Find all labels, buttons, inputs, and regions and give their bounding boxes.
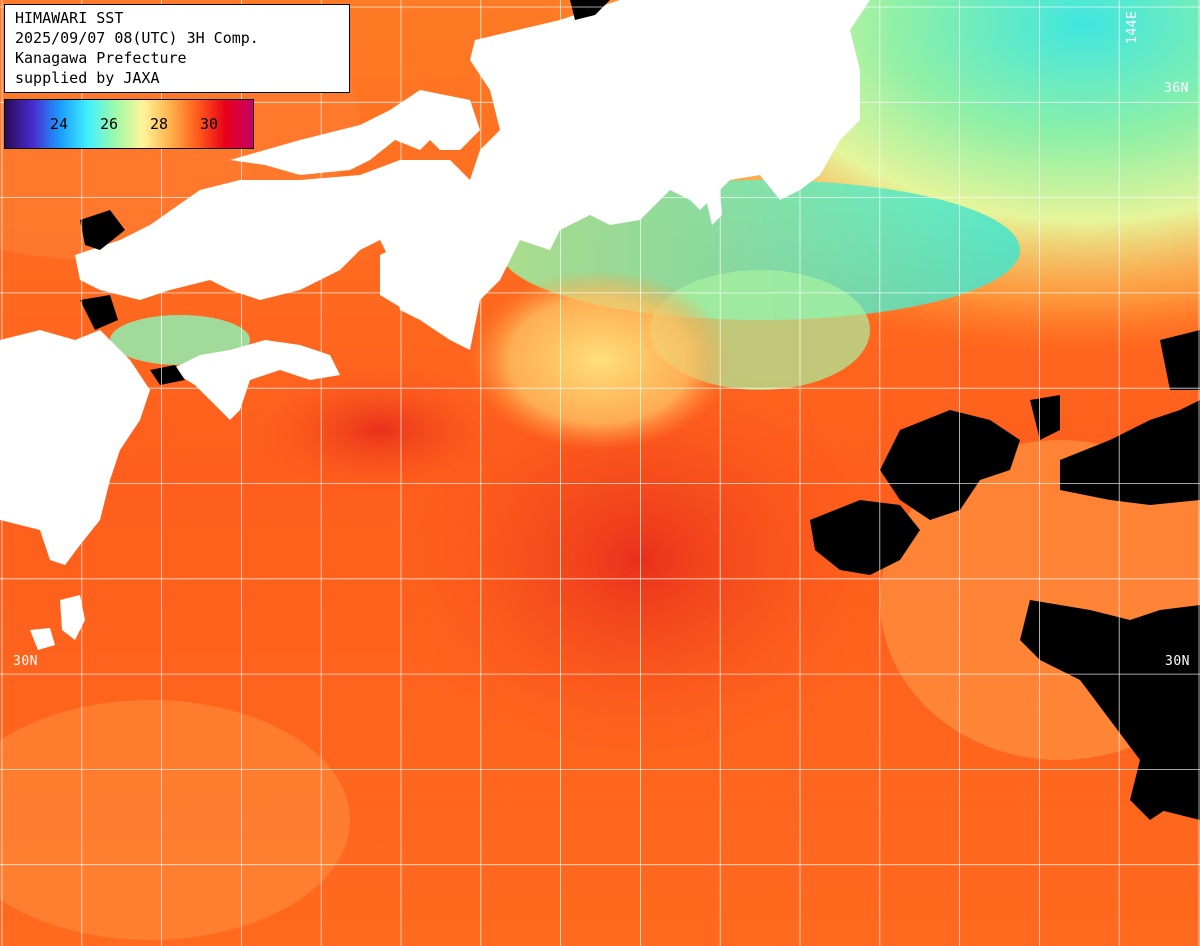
land-island-tanegashima (60, 595, 85, 640)
cloud-patch-9 (80, 295, 118, 330)
land-island-yakushima (30, 628, 55, 650)
cloud-patch-5 (1160, 330, 1200, 390)
colorbar-tick-26: 26 (99, 115, 119, 133)
cloud-patch-3 (1030, 395, 1060, 440)
cloud-patch-10 (150, 365, 185, 385)
lat-label-30n-right: 30N (1165, 654, 1190, 669)
land-izu (705, 190, 722, 225)
yellow-plume (470, 270, 730, 450)
colorbar-tick-28: 28 (149, 115, 169, 133)
lat-label-30n-left: 30N (13, 654, 38, 669)
title-line-2: 2025/09/07 08(UTC) 3H Comp. (15, 29, 259, 47)
cloud-patch-4 (1060, 400, 1200, 505)
cloud-patch-1 (880, 410, 1020, 520)
cloud-patch-11 (570, 0, 610, 20)
land-honshu (75, 0, 870, 350)
land-kyushu (0, 330, 150, 565)
title-line-4: supplied by JAXA (15, 69, 160, 87)
cloud-mask (80, 0, 1200, 820)
title-box: HIMAWARI SST 2025/09/07 08(UTC) 3H Comp.… (4, 4, 350, 93)
colorbar-tick-24: 24 (49, 115, 69, 133)
cloud-patch-8 (80, 210, 125, 250)
temperature-colorbar: 24 26 28 30 (4, 99, 254, 149)
lat-label-36n: 36N (1164, 81, 1189, 96)
warm-patch-sw (0, 700, 350, 940)
land-shikoku (170, 340, 340, 420)
cloud-patch-7 (1150, 630, 1200, 820)
title-line-1: HIMAWARI SST (15, 9, 124, 27)
lon-label-144e: 144E (1125, 10, 1140, 44)
title-line-3: Kanagawa Prefecture (15, 49, 187, 67)
colorbar-tick-30: 30 (199, 115, 219, 133)
cloud-patch-2 (810, 500, 920, 575)
colorbar-gradient (5, 100, 253, 148)
